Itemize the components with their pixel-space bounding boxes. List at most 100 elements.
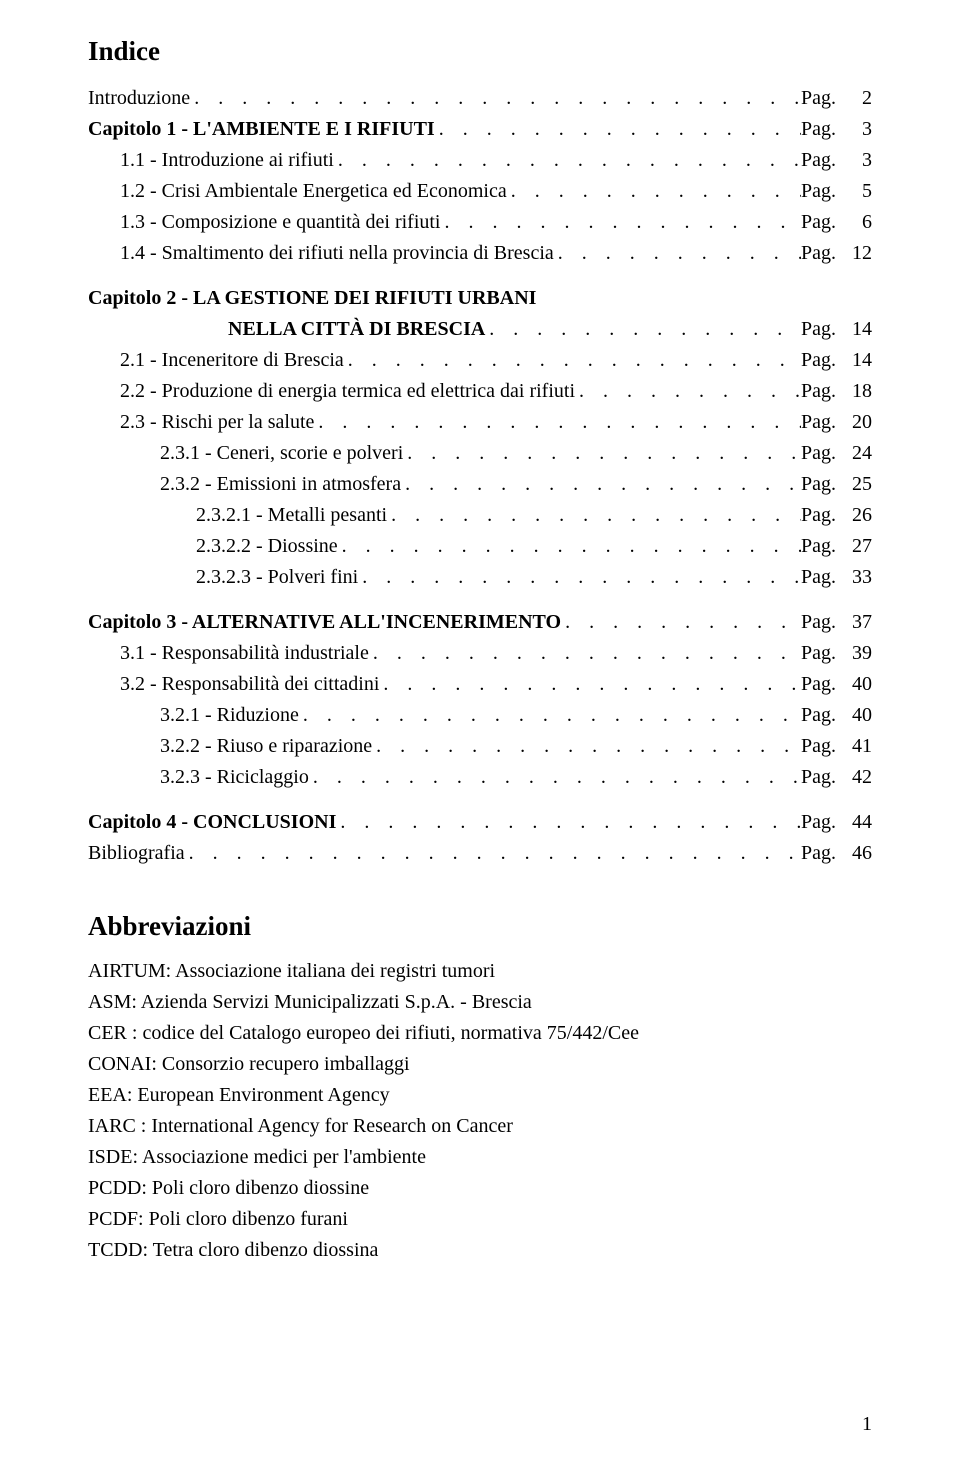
toc-page-number: 3 bbox=[842, 145, 872, 176]
toc-entry-text: 1.3 - Composizione e quantità dei rifiut… bbox=[120, 207, 441, 238]
toc-entry-text: 2.3.2 - Emissioni in atmosfera bbox=[160, 469, 401, 500]
toc-entry: 3.2.1 - Riduzione. . . . . . . . . . . .… bbox=[88, 700, 872, 731]
toc-page-number: 14 bbox=[842, 314, 872, 345]
toc-page-label: Pag. bbox=[801, 314, 842, 345]
toc-entry-text: NELLA CITTÀ DI BRESCIA bbox=[228, 314, 485, 345]
toc-page-label: Pag. bbox=[801, 238, 842, 269]
toc-entry-text: 3.2.3 - Riciclaggio bbox=[160, 762, 309, 793]
toc-leader-dots: . . . . . . . . . . . . . . . . . . . . … bbox=[299, 700, 801, 731]
toc-page-label: Pag. bbox=[801, 669, 842, 700]
toc-entry: 2.3.1 - Ceneri, scorie e polveri. . . . … bbox=[88, 438, 872, 469]
toc-page-label: Pag. bbox=[801, 469, 842, 500]
toc-page-label: Pag. bbox=[801, 114, 842, 145]
toc-entry: 3.2 - Responsabilità dei cittadini. . . … bbox=[88, 669, 872, 700]
toc-page-label: Pag. bbox=[801, 438, 842, 469]
toc-page-number: 27 bbox=[842, 531, 872, 562]
toc-leader-dots: . . . . . . . . . . . . . . . . . . . . … bbox=[314, 407, 801, 438]
abbreviation-entry: ASM: Azienda Servizi Municipalizzati S.p… bbox=[88, 987, 872, 1018]
toc-page-label: Pag. bbox=[801, 407, 842, 438]
toc-leader-dots: . . . . . . . . . . . . . . . . . . . . … bbox=[387, 500, 801, 531]
toc-entry-text: 3.1 - Responsabilità industriale bbox=[120, 638, 369, 669]
toc-page-label: Pag. bbox=[801, 531, 842, 562]
toc-entry-text: 3.2 - Responsabilità dei cittadini bbox=[120, 669, 379, 700]
toc-entry: Capitolo 2 - LA GESTIONE DEI RIFIUTI URB… bbox=[88, 283, 872, 314]
abbreviation-entry: CER : codice del Catalogo europeo dei ri… bbox=[88, 1018, 872, 1049]
abbreviations-title: Abbreviazioni bbox=[88, 911, 872, 942]
toc-leader-dots: . . . . . . . . . . . . . . . . . . . . … bbox=[554, 238, 801, 269]
toc-page-label: Pag. bbox=[801, 176, 842, 207]
toc-page-number: 46 bbox=[842, 838, 872, 869]
toc-leader-dots: . . . . . . . . . . . . . . . . . . . . … bbox=[485, 314, 801, 345]
toc-leader-dots: . . . . . . . . . . . . . . . . . . . . … bbox=[344, 345, 801, 376]
toc-entry-text: 1.2 - Crisi Ambientale Energetica ed Eco… bbox=[120, 176, 507, 207]
toc-entry: 1.3 - Composizione e quantità dei rifiut… bbox=[88, 207, 872, 238]
toc-leader-dots: . . . . . . . . . . . . . . . . . . . . … bbox=[358, 562, 801, 593]
toc-entry-text: 2.3.2.2 - Diossine bbox=[196, 531, 338, 562]
toc-leader-dots: . . . . . . . . . . . . . . . . . . . . … bbox=[403, 438, 801, 469]
abbreviation-entry: TCDD: Tetra cloro dibenzo diossina bbox=[88, 1235, 872, 1266]
toc-leader-dots: . . . . . . . . . . . . . . . . . . . . … bbox=[441, 207, 802, 238]
toc-page-number: 3 bbox=[842, 114, 872, 145]
toc-entry-text: 2.2 - Produzione di energia termica ed e… bbox=[120, 376, 575, 407]
toc-page-number: 40 bbox=[842, 700, 872, 731]
toc-page-number: 14 bbox=[842, 345, 872, 376]
toc-page-label: Pag. bbox=[801, 607, 842, 638]
toc-entry: 1.1 - Introduzione ai rifiuti. . . . . .… bbox=[88, 145, 872, 176]
toc-page-label: Pag. bbox=[801, 207, 842, 238]
toc-page-label: Pag. bbox=[801, 145, 842, 176]
toc-entry: 2.3 - Rischi per la salute. . . . . . . … bbox=[88, 407, 872, 438]
toc-entry: 3.2.2 - Riuso e riparazione. . . . . . .… bbox=[88, 731, 872, 762]
toc-section-gap bbox=[88, 269, 872, 283]
toc-entry-text: 2.3.2.3 - Polveri fini bbox=[196, 562, 358, 593]
toc-entry: 2.3.2 - Emissioni in atmosfera. . . . . … bbox=[88, 469, 872, 500]
toc-page-number: 12 bbox=[842, 238, 872, 269]
toc-page-number: 18 bbox=[842, 376, 872, 407]
abbreviation-entry: AIRTUM: Associazione italiana dei regist… bbox=[88, 956, 872, 987]
toc-section-gap bbox=[88, 593, 872, 607]
toc-entry-text: Introduzione bbox=[88, 83, 190, 114]
toc-leader-dots: . . . . . . . . . . . . . . . . . . . . … bbox=[190, 83, 801, 114]
toc-page-number: 5 bbox=[842, 176, 872, 207]
toc-page-number: 39 bbox=[842, 638, 872, 669]
toc-entry: Capitolo 4 - CONCLUSIONI. . . . . . . . … bbox=[88, 807, 872, 838]
toc-page-number: 42 bbox=[842, 762, 872, 793]
toc-page-label: Pag. bbox=[801, 345, 842, 376]
toc-entry: 1.2 - Crisi Ambientale Energetica ed Eco… bbox=[88, 176, 872, 207]
abbreviation-entry: EEA: European Environment Agency bbox=[88, 1080, 872, 1111]
toc-entry-text: Bibliografia bbox=[88, 838, 185, 869]
toc-page-label: Pag. bbox=[801, 731, 842, 762]
toc-title: Indice bbox=[88, 36, 872, 67]
toc-page-label: Pag. bbox=[801, 700, 842, 731]
toc-entry: Capitolo 1 - L'AMBIENTE E I RIFIUTI. . .… bbox=[88, 114, 872, 145]
toc-entry: 2.3.2.3 - Polveri fini. . . . . . . . . … bbox=[88, 562, 872, 593]
abbreviation-entry: CONAI: Consorzio recupero imballaggi bbox=[88, 1049, 872, 1080]
toc-page-label: Pag. bbox=[801, 762, 842, 793]
toc-page-number: 37 bbox=[842, 607, 872, 638]
toc-leader-dots: . . . . . . . . . . . . . . . . . . . . … bbox=[401, 469, 801, 500]
toc-entry: 1.4 - Smaltimento dei rifiuti nella prov… bbox=[88, 238, 872, 269]
toc-entry: Capitolo 3 - ALTERNATIVE ALL'INCENERIMEN… bbox=[88, 607, 872, 638]
abbreviation-entry: ISDE: Associazione medici per l'ambiente bbox=[88, 1142, 872, 1173]
toc-leader-dots: . . . . . . . . . . . . . . . . . . . . … bbox=[309, 762, 801, 793]
toc-entry: 2.1 - Inceneritore di Brescia. . . . . .… bbox=[88, 345, 872, 376]
toc-page-label: Pag. bbox=[801, 638, 842, 669]
toc-entry: 2.2 - Produzione di energia termica ed e… bbox=[88, 376, 872, 407]
toc-entry-text: 3.2.2 - Riuso e riparazione bbox=[160, 731, 372, 762]
toc-page-label: Pag. bbox=[801, 562, 842, 593]
toc-entry-text: Capitolo 1 - L'AMBIENTE E I RIFIUTI bbox=[88, 114, 435, 145]
toc-page-number: 33 bbox=[842, 562, 872, 593]
toc-entry-text: Capitolo 3 - ALTERNATIVE ALL'INCENERIMEN… bbox=[88, 607, 561, 638]
toc-page-label: Pag. bbox=[801, 83, 842, 114]
toc-leader-dots: . . . . . . . . . . . . . . . . . . . . … bbox=[561, 607, 801, 638]
toc-leader-dots: . . . . . . . . . . . . . . . . . . . . … bbox=[369, 638, 801, 669]
toc-entry-text: 1.1 - Introduzione ai rifiuti bbox=[120, 145, 334, 176]
abbreviation-entry: IARC : International Agency for Research… bbox=[88, 1111, 872, 1142]
toc-entry: 2.3.2.1 - Metalli pesanti. . . . . . . .… bbox=[88, 500, 872, 531]
toc-entry-text: Capitolo 4 - CONCLUSIONI bbox=[88, 807, 336, 838]
toc-page-number: 41 bbox=[842, 731, 872, 762]
toc-page-label: Pag. bbox=[801, 807, 842, 838]
toc-leader-dots: . . . . . . . . . . . . . . . . . . . . … bbox=[379, 669, 801, 700]
toc-page-number: 44 bbox=[842, 807, 872, 838]
toc-entry: 2.3.2.2 - Diossine. . . . . . . . . . . … bbox=[88, 531, 872, 562]
footer-page-number: 1 bbox=[862, 1413, 872, 1436]
